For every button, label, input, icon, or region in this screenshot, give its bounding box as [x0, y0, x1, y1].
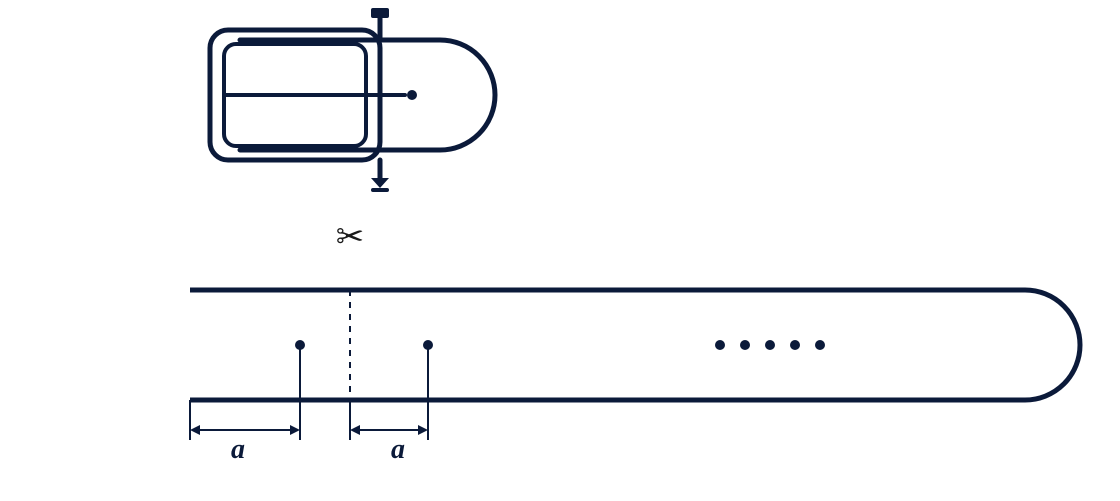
dimension-label: a	[231, 434, 245, 465]
buckle-hole	[407, 90, 417, 100]
dimension-label: a	[391, 434, 405, 465]
strap-hole-right	[740, 340, 750, 350]
scissors-icon: ✂	[336, 219, 365, 256]
strap-hole-right	[790, 340, 800, 350]
canvas-bg	[0, 0, 1120, 501]
strap-hole-right	[715, 340, 725, 350]
strap-hole-right	[815, 340, 825, 350]
strap-hole-right	[765, 340, 775, 350]
